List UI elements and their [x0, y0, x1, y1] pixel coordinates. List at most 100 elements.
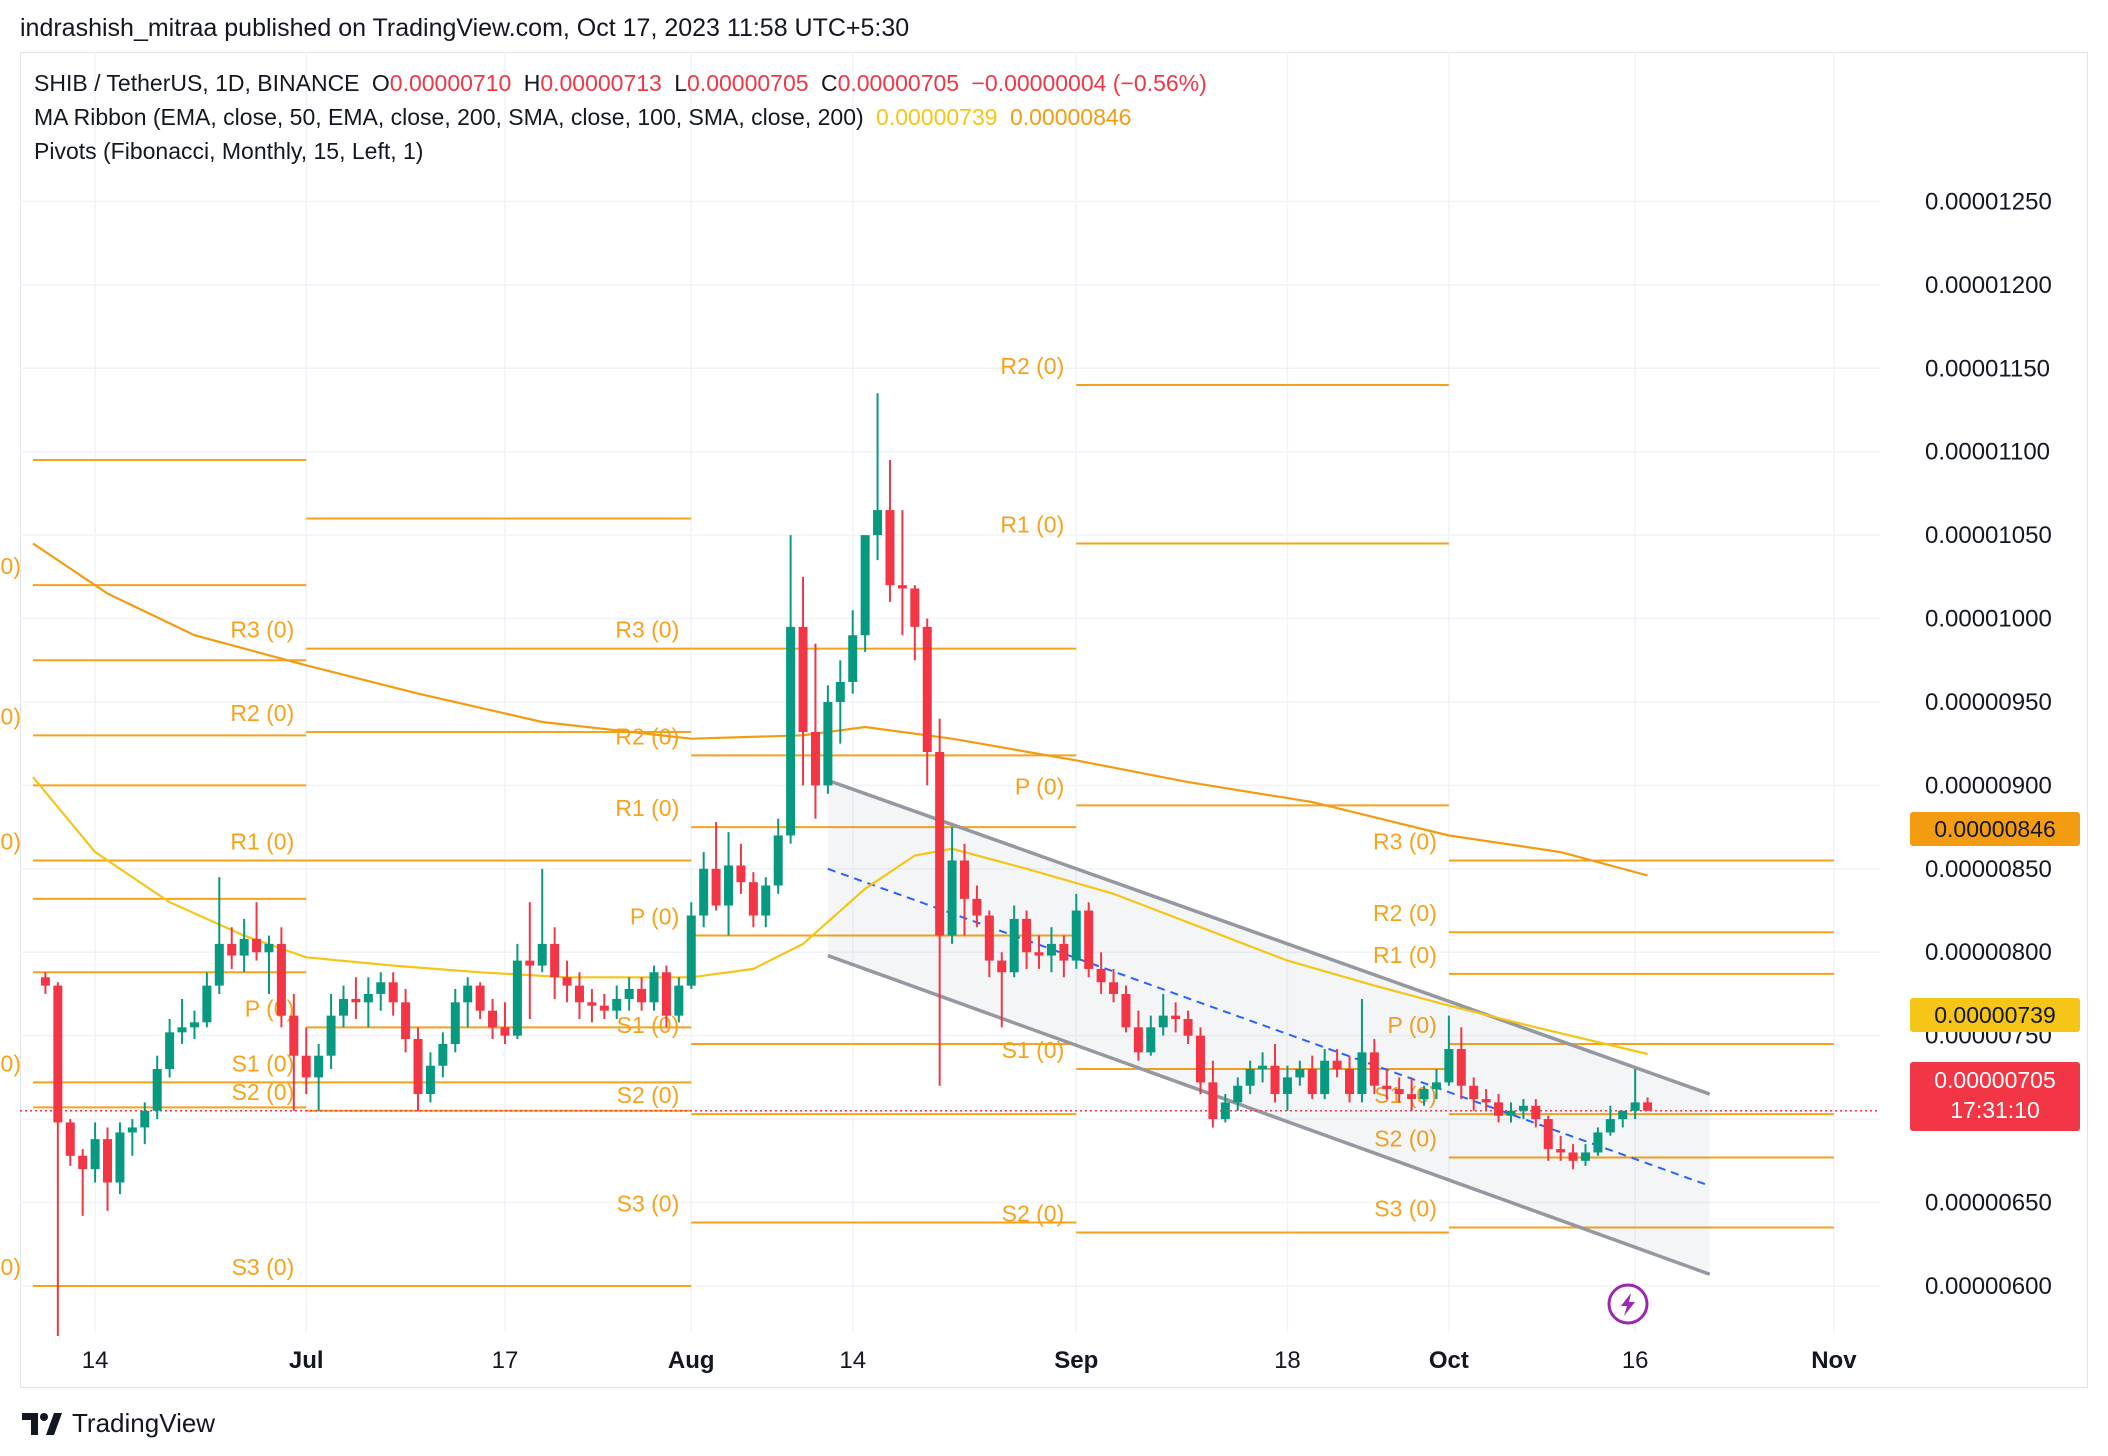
candle-body [910, 588, 920, 627]
candle [1593, 1127, 1603, 1156]
candle [910, 585, 920, 661]
candle [1158, 993, 1168, 1036]
lightning-icon[interactable] [1607, 1283, 1649, 1325]
price-tick-label: 0.00001050 [1925, 522, 2052, 549]
candle [661, 965, 671, 1028]
candle [997, 952, 1007, 1028]
candle [388, 972, 398, 1016]
candle [500, 1002, 510, 1045]
candle [1059, 935, 1069, 978]
channel-lower [827, 953, 1711, 1276]
candle [960, 843, 969, 936]
candle-body [1320, 1060, 1330, 1095]
candle-body [1046, 943, 1056, 956]
candle [835, 660, 845, 744]
candle [922, 618, 932, 786]
candle [1133, 1010, 1143, 1061]
candle [463, 977, 473, 1028]
candle-body [500, 1027, 510, 1036]
pivot-label: P (0) [630, 904, 679, 930]
candle-body [1506, 1110, 1516, 1116]
candle [1643, 1097, 1653, 1111]
ma-ribbon-title[interactable]: MA Ribbon (EMA, close, 50, EMA, close, 2… [34, 104, 864, 130]
tradingview-logo[interactable]: TradingView [22, 1408, 215, 1439]
candle [736, 843, 746, 894]
pivot-label: S2 (0) [1002, 1201, 1065, 1227]
candle-body [1233, 1085, 1243, 1103]
candle-body [1183, 1018, 1193, 1036]
candle [724, 832, 734, 936]
candle [823, 685, 833, 794]
candle-body [53, 985, 63, 1123]
candle [1394, 1077, 1404, 1103]
candle-body [276, 943, 286, 1016]
candles [40, 393, 1653, 1336]
regression-channel [827, 778, 1711, 1276]
candle-body [488, 1010, 498, 1028]
candle [227, 927, 237, 969]
open-label: O [371, 70, 390, 96]
ma200-price-tag: 0.00000846 [1910, 812, 2080, 846]
candle [53, 982, 63, 1336]
candle [1109, 968, 1119, 1003]
candle [438, 1032, 448, 1078]
candle [1258, 1052, 1268, 1083]
candle-body [587, 1002, 597, 1006]
time-tick-label: 18 [1274, 1347, 1301, 1374]
candle [127, 1119, 137, 1156]
candle-body [326, 1015, 336, 1056]
candle-body [1543, 1119, 1553, 1150]
candle [512, 943, 522, 1040]
pivot-label: S3 (0) [232, 1254, 295, 1280]
candle [1009, 905, 1019, 978]
candle [810, 643, 820, 819]
candle [90, 1122, 100, 1183]
candle [1419, 1085, 1429, 1106]
candle [475, 982, 485, 1019]
candle-body [264, 943, 274, 953]
symbol-title[interactable]: SHIB / TetherUS, 1D, BINANCE [34, 70, 360, 96]
candle [1630, 1069, 1640, 1120]
candle [711, 822, 721, 911]
candle-body [425, 1065, 435, 1095]
candle [1369, 1039, 1379, 1095]
candle-body [972, 898, 982, 916]
candle-body [773, 835, 783, 886]
candle [1121, 985, 1131, 1033]
time-tick-label: Jul [289, 1347, 324, 1374]
candle [1382, 1069, 1392, 1100]
candle [525, 902, 535, 1019]
price-tick-label: 0.00001100 [1925, 439, 2050, 466]
candle-body [922, 626, 932, 753]
pivots-title[interactable]: Pivots (Fibonacci, Monthly, 15, Left, 1) [34, 138, 424, 164]
candle [860, 535, 870, 652]
candle-body [1568, 1152, 1578, 1161]
high-value: 0.00000713 [540, 70, 662, 96]
candle [1543, 1115, 1553, 1161]
candle-body [1295, 1069, 1305, 1078]
candle [1494, 1094, 1504, 1123]
candle [264, 935, 274, 994]
candle-body [1158, 1015, 1168, 1028]
candle [562, 960, 572, 1003]
candle-body [90, 1139, 100, 1170]
candle [1518, 1099, 1528, 1120]
candle-body [1022, 918, 1032, 953]
candle-body [339, 998, 348, 1016]
ma-ribbon-legend: MA Ribbon (EMA, close, 50, EMA, close, 2… [34, 104, 1137, 131]
candle [314, 1044, 324, 1111]
candle-body [1494, 1102, 1504, 1116]
tradingview-brand: TradingView [72, 1408, 216, 1438]
candle-body [960, 860, 969, 899]
candle [177, 998, 187, 1045]
candle [612, 985, 622, 1019]
candle-body [686, 915, 696, 986]
candle [848, 610, 858, 694]
candle-body [252, 938, 262, 953]
candle [450, 988, 460, 1053]
candle-body [823, 701, 833, 786]
candle-body [401, 1002, 411, 1040]
candle-body [1146, 1027, 1156, 1053]
pivot-label: R3 (0) [0, 553, 21, 579]
